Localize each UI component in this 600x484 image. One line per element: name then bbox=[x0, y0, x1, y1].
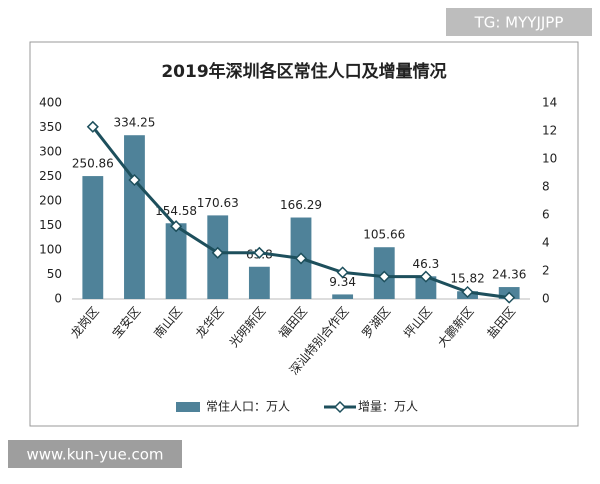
y2-tick-label: 6 bbox=[542, 208, 550, 222]
legend-swatch bbox=[333, 400, 347, 414]
line-marker bbox=[503, 291, 516, 304]
watermark-box bbox=[446, 8, 592, 36]
watermark: TG: MYYJJPP bbox=[474, 14, 564, 32]
y2-tick-label: 10 bbox=[542, 152, 557, 166]
line-marker bbox=[211, 246, 224, 259]
y-tick-label: 150 bbox=[39, 218, 62, 232]
data-label: 334.25 bbox=[113, 116, 155, 130]
data-label: 170.63 bbox=[197, 196, 239, 210]
line-marker bbox=[378, 270, 391, 283]
y2-tick-label: 0 bbox=[542, 292, 550, 306]
line-marker bbox=[294, 252, 308, 265]
watermark-box bbox=[8, 440, 182, 468]
bar bbox=[82, 176, 104, 299]
line-marker bbox=[253, 246, 266, 259]
bar bbox=[248, 266, 270, 299]
legend-label: 常住人口：万人 bbox=[206, 400, 290, 414]
bar bbox=[415, 276, 437, 299]
data-label: 46.3 bbox=[413, 257, 440, 271]
y2-tick-label: 14 bbox=[542, 96, 557, 110]
y2-tick-label: 2 bbox=[542, 264, 550, 278]
y-tick-label: 250 bbox=[39, 169, 62, 183]
y-tick-label: 100 bbox=[39, 243, 62, 257]
legend-label: 增量：万人 bbox=[358, 400, 418, 414]
y-tick-label: 0 bbox=[54, 292, 62, 306]
data-label: 250.86 bbox=[72, 157, 114, 171]
data-label: 15.82 bbox=[450, 272, 484, 286]
line-marker bbox=[128, 173, 141, 187]
y-tick-label: 50 bbox=[47, 267, 62, 281]
bar bbox=[124, 135, 145, 299]
line-marker bbox=[461, 285, 474, 299]
line-marker bbox=[336, 266, 349, 279]
y2-tick-label: 12 bbox=[542, 124, 557, 138]
data-label: 9.34 bbox=[329, 275, 356, 289]
y-tick-label: 350 bbox=[39, 120, 62, 134]
y2-tick-label: 4 bbox=[542, 236, 550, 250]
data-label: 24.36 bbox=[492, 268, 526, 282]
data-label: 166.29 bbox=[280, 198, 322, 212]
legend-swatch bbox=[176, 402, 200, 412]
y2-tick-label: 8 bbox=[542, 180, 550, 194]
chart-title: 2019年深圳各区常住人口及增量情况 bbox=[161, 61, 446, 82]
bar bbox=[165, 223, 187, 299]
line-marker bbox=[419, 270, 432, 283]
y-tick-label: 200 bbox=[39, 194, 62, 208]
line-marker bbox=[86, 120, 99, 133]
y-tick-label: 400 bbox=[39, 96, 62, 110]
y-tick-label: 300 bbox=[39, 145, 62, 159]
line-marker bbox=[170, 220, 183, 233]
bar bbox=[332, 294, 354, 299]
watermark: www.kun-yue.com bbox=[27, 446, 164, 464]
data-label: 105.66 bbox=[363, 228, 405, 242]
